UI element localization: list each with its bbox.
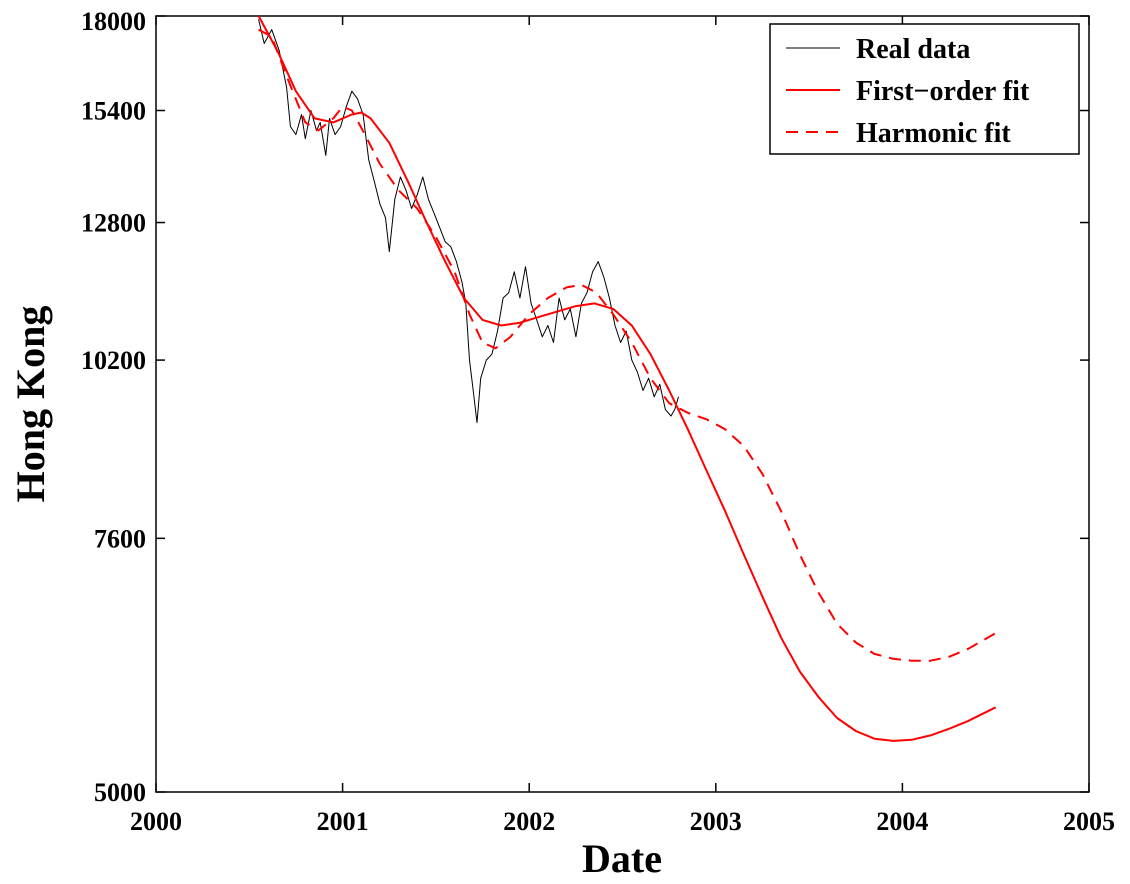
- legend-label-real-data: Real data: [856, 34, 970, 65]
- y-tick-label: 10200: [81, 346, 146, 375]
- x-tick-label: 2001: [317, 807, 369, 836]
- x-tick-label: 2004: [876, 807, 928, 836]
- legend-box: [769, 23, 1080, 155]
- y-axis-title: Hong Kong: [8, 306, 53, 503]
- x-tick-label: 2005: [1063, 807, 1115, 836]
- legend: Real data First−order fit Harmonic fit: [769, 23, 1080, 155]
- series-harmonic-fit: [258, 28, 997, 662]
- axis-ticks: 2000 2001 2002 2003 2004 2005 5000 7600 10200 128…: [81, 7, 1115, 836]
- x-tick-label: 2000: [130, 807, 182, 836]
- legend-label-first-order-fit: First−order fit: [856, 76, 1030, 107]
- y-tick-label: 5000: [94, 778, 146, 807]
- y-tick-label: 18000: [81, 7, 146, 36]
- legend-label-harmonic-fit: Harmonic fit: [856, 118, 1011, 149]
- series-first-order-fit: [257, 15, 997, 742]
- series-layer: [257, 15, 997, 742]
- x-tick-label: 2002: [503, 807, 555, 836]
- x-axis-title: Date: [582, 836, 662, 881]
- x-tick-label: 2003: [690, 807, 742, 836]
- series-real-data: [258, 19, 679, 424]
- y-tick-label: 15400: [81, 97, 146, 126]
- y-tick-label: 12800: [81, 209, 146, 238]
- y-tick-label: 7600: [94, 524, 146, 553]
